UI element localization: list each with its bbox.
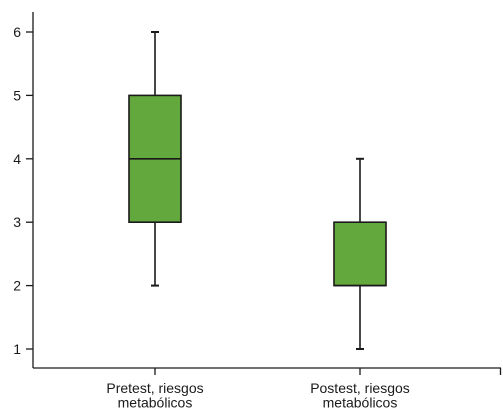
y-tick-label: 5 (13, 87, 21, 103)
box-1 (128, 31, 182, 287)
y-tick-label: 4 (13, 151, 21, 167)
y-tick-label: 1 (13, 341, 21, 357)
y-axis: 1 2 3 4 5 6 (13, 12, 34, 368)
boxes (128, 31, 387, 350)
interquartile-box (333, 221, 387, 287)
box-2 (333, 157, 387, 350)
x-category-label: Pretest, riesgos metabólicos (106, 380, 203, 411)
y-tick-label: 6 (13, 24, 21, 40)
y-tick-label: 2 (13, 278, 21, 294)
y-tick-label: 3 (13, 214, 21, 230)
x-category-label: Postest, riesgos metabólicos (310, 380, 410, 411)
x-axis: Pretest, riesgos metabólicos Postest, ries… (33, 367, 502, 411)
